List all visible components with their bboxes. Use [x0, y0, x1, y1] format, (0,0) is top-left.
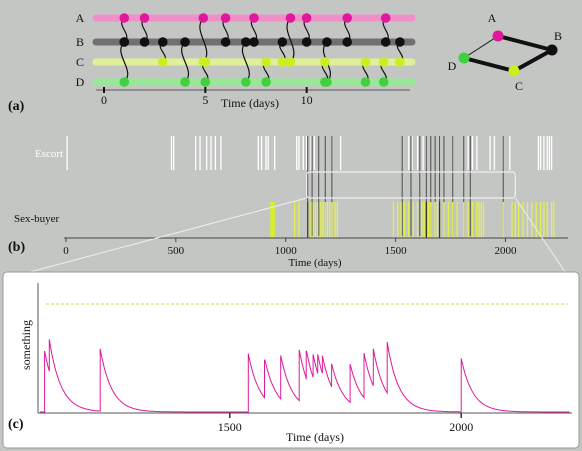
tick-label: 0: [63, 245, 69, 257]
contact-dot: [249, 37, 259, 47]
contact-dot: [277, 37, 288, 47]
panel-b-ticks: 0 500 1000 1500 2000: [63, 238, 517, 257]
contact-dot: [157, 57, 168, 67]
contact-dot: [342, 13, 353, 23]
tick-label: 5: [202, 93, 208, 107]
contact-dot: [320, 57, 330, 67]
zoom-window: [306, 171, 516, 199]
contact-dot: [220, 13, 231, 23]
tick-label: 1500: [218, 420, 242, 434]
panel-c: 1500 2000 something Time (days) (c): [2, 271, 580, 449]
contact-dot: [395, 57, 405, 67]
panel-c-ylabel: something: [19, 320, 33, 370]
contact-dot: [139, 37, 150, 47]
tick-label: 2000: [449, 420, 473, 434]
panel-a-ticks: 0 5 10: [101, 87, 313, 107]
contact-dot: [261, 77, 271, 87]
contact-dot: [119, 77, 130, 87]
tick-label: 1500: [385, 245, 408, 257]
row-label-b: B: [76, 35, 84, 49]
contact-dot: [180, 37, 190, 47]
panel-a-xlabel: Time (days): [221, 96, 279, 110]
graph-node-label: A: [488, 11, 497, 25]
panel-b-xlabel: Time (days): [288, 257, 341, 269]
contact-dot: [119, 13, 130, 23]
contact-dot: [360, 77, 371, 87]
contact-dot: [200, 57, 211, 67]
graph-node: [546, 44, 558, 56]
contact-dot: [285, 57, 296, 67]
sex-buyer-events: [270, 202, 555, 238]
contact-dot: [157, 37, 168, 47]
zoom-connector-right: [514, 197, 566, 273]
contact-dot: [378, 77, 389, 87]
tick-label: 2000: [494, 245, 517, 257]
exposure-curve: [40, 339, 570, 413]
contact-dot: [378, 57, 389, 67]
contact-dot: [380, 37, 391, 47]
panel-c-frame: [2, 271, 580, 449]
contact-dot: [220, 37, 231, 47]
panel-b: Escort Sex-buyer 0 500 1000 1500 2000 Time (…: [8, 136, 568, 269]
contact-dot: [180, 77, 190, 87]
tick-label: 500: [168, 245, 185, 257]
contact-network: A B C D: [448, 11, 562, 93]
graph-edge: [513, 48, 553, 73]
contact-dot: [301, 13, 312, 23]
tick-label: 0: [101, 93, 107, 107]
graph-node: [508, 65, 520, 77]
contact-dot: [285, 13, 296, 23]
contact-dot: [200, 77, 211, 87]
panel-a-label: (a): [8, 99, 25, 114]
panel-c-label: (c): [8, 417, 24, 432]
contact-dot: [241, 37, 251, 47]
graph-edge: [463, 56, 515, 73]
sex-buyer-label: Sex-buyer: [14, 213, 60, 225]
contact-dot: [261, 57, 271, 67]
contact-dot: [380, 13, 391, 23]
zoom-connector-left: [29, 197, 307, 273]
graph-edge: [497, 34, 553, 52]
contact-dot: [395, 37, 405, 47]
contact-dot: [119, 37, 130, 47]
contact-dot: [320, 77, 330, 87]
tick-label: 1000: [275, 245, 298, 257]
graph-node-label: C: [515, 79, 523, 93]
contact-dot: [342, 37, 353, 47]
row-label-c: C: [76, 55, 84, 69]
graph-node: [492, 30, 504, 42]
graph-node-label: B: [554, 29, 562, 43]
graph-node-label: D: [448, 59, 457, 73]
contact-dot: [249, 13, 259, 23]
contact-dot: [322, 37, 332, 47]
contact-dot: [198, 13, 209, 23]
panel-b-label: (b): [8, 240, 25, 255]
panel-c-xlabel: Time (days): [286, 430, 344, 444]
contact-dot: [277, 57, 288, 67]
row-label-a: A: [76, 11, 85, 25]
contact-dot: [139, 13, 150, 23]
escort-label: Escort: [35, 148, 63, 160]
panel-a-contacts: [119, 13, 405, 87]
row-label-d: D: [76, 75, 85, 89]
graph-node: [458, 52, 470, 64]
contact-dot: [301, 37, 312, 47]
graph-edge: [463, 35, 499, 59]
panel-c-ticks: 1500 2000: [218, 413, 473, 434]
contact-dot: [241, 77, 251, 87]
buyer-event-block: [270, 202, 275, 238]
contact-dot: [360, 57, 371, 67]
tick-label: 10: [301, 93, 313, 107]
